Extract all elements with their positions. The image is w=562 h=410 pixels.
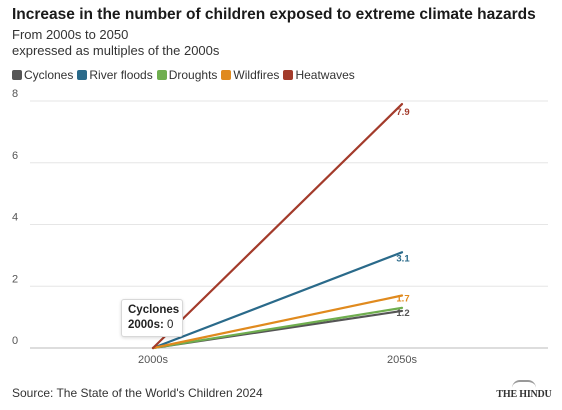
chart-subtitle-line-2: expressed as multiples of the 2000s xyxy=(12,43,220,58)
legend-label: Wildfires xyxy=(233,68,280,82)
legend-swatch xyxy=(12,70,22,80)
source-note: Source: The State of the World's Childre… xyxy=(12,386,263,400)
tooltip-row: 2000s: 0 xyxy=(128,318,176,333)
y-tick-label: 4 xyxy=(12,212,18,224)
series-line xyxy=(151,294,404,350)
y-tick-label: 2 xyxy=(12,273,18,285)
tooltip-value: 0 xyxy=(167,319,174,331)
legend-item: Droughts xyxy=(156,68,218,82)
legend-item: Cyclones xyxy=(12,68,73,82)
legend-swatch xyxy=(77,70,88,80)
legend-label: River floods xyxy=(89,68,153,82)
data-label: 3.1 xyxy=(396,253,410,264)
legend-swatch xyxy=(221,70,232,80)
data-label: 1.2 xyxy=(396,308,409,319)
logo-text: THE HINDU xyxy=(496,389,552,400)
series-line xyxy=(151,251,404,350)
series-line xyxy=(151,306,404,350)
chart-subtitle-line-1: From 2000s to 2050 xyxy=(12,27,129,42)
legend-swatch xyxy=(283,70,294,80)
y-tick-label: 6 xyxy=(12,150,18,162)
x-tick-label: 2050s xyxy=(387,354,417,366)
tooltip-series: Cyclones xyxy=(128,304,180,316)
legend-label: Droughts xyxy=(168,68,218,82)
legend-swatch xyxy=(156,70,167,80)
y-tick-label: 8 xyxy=(12,88,18,100)
data-label: 7.9 xyxy=(396,107,409,118)
tooltip-key: 2000s: xyxy=(128,319,164,331)
chart-title: Increase in the number of children expos… xyxy=(12,6,536,23)
y-tick-label: 0 xyxy=(12,335,18,347)
the-hindu-logo: THE HINDU xyxy=(496,380,552,402)
data-label: 1.7 xyxy=(396,294,409,305)
legend-item: Heatwaves xyxy=(283,68,355,82)
legend-label: Heatwaves xyxy=(295,68,355,82)
x-tick-label: 2000s xyxy=(138,354,168,366)
tooltip: Cyclones 2000s: 0 xyxy=(121,299,183,337)
chart-legend: Cyclones River floods Droughts Wildfires Hea… xyxy=(12,68,359,82)
legend-label: Cyclones xyxy=(24,68,74,82)
legend-item: Wildfires xyxy=(221,68,279,82)
legend-item: River floods xyxy=(77,68,153,82)
series-line xyxy=(151,102,404,350)
logo-emblem xyxy=(512,380,536,390)
